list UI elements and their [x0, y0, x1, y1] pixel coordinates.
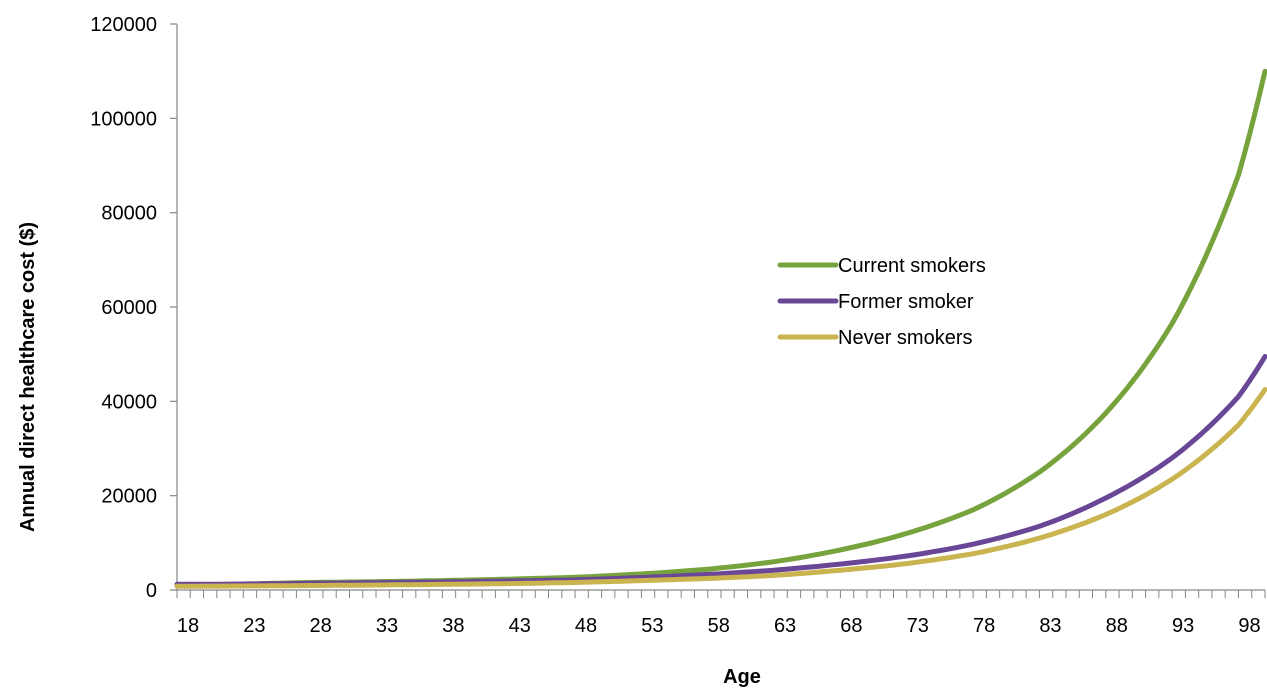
x-tick-label: 43 [509, 615, 531, 637]
x-tick-label: 33 [376, 615, 398, 637]
x-tick-label: 58 [708, 615, 730, 637]
y-axis-ticks: 0 20000 40000 60000 80000 100000 120000 [90, 14, 177, 602]
x-tick-label: 63 [774, 615, 796, 637]
legend-label: Current smokers [838, 255, 986, 277]
y-tick-label: 0 [146, 580, 157, 602]
y-tick-label: 60000 [101, 297, 157, 319]
x-tick-label: 53 [641, 615, 663, 637]
x-tick-label: 73 [907, 615, 929, 637]
series-line-1 [174, 354, 1267, 587]
x-tick-label: 38 [442, 615, 464, 637]
y-tick-label: 80000 [101, 203, 157, 225]
legend: Current smokers Former smoker Never smoker… [777, 255, 986, 349]
x-tick-label: 23 [243, 615, 265, 637]
y-tick-label: 120000 [90, 14, 157, 36]
x-tick-label: 18 [177, 615, 199, 637]
series-line-2 [174, 387, 1267, 589]
legend-label: Former smoker [838, 291, 974, 313]
y-axis-title: Annual direct healthcare cost ($) [17, 222, 39, 532]
x-tick-label: 48 [575, 615, 597, 637]
series-line-0 [174, 68, 1267, 588]
x-tick-label: 83 [1039, 615, 1061, 637]
x-tick-label: 28 [310, 615, 332, 637]
x-tick-label: 98 [1238, 615, 1260, 637]
x-tick-label: 68 [840, 615, 862, 637]
y-tick-label: 20000 [101, 486, 157, 508]
series-lines [174, 68, 1267, 589]
x-tick-label: 78 [973, 615, 995, 637]
x-tick-label: 93 [1172, 615, 1194, 637]
x-axis-title: Age [723, 666, 761, 688]
legend-label: Never smokers [838, 327, 972, 349]
y-tick-label: 100000 [90, 108, 157, 130]
x-axis-ticks: 18 23 28 33 38 43 48 53 58 63 68 73 78 83 88 93 98 [176, 590, 1266, 637]
x-tick-label: 88 [1106, 615, 1128, 637]
y-tick-label: 40000 [101, 391, 157, 413]
